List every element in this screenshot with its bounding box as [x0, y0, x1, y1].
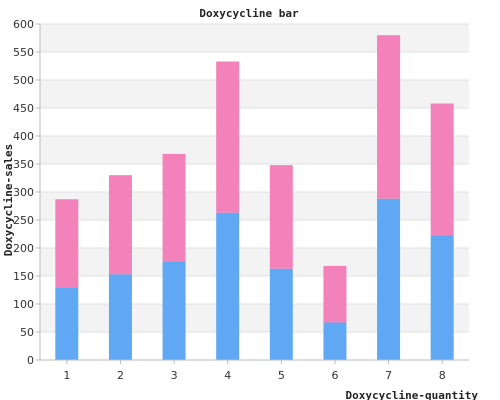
grid-band [40, 276, 469, 304]
grid-band [40, 332, 469, 360]
bars [55, 35, 454, 360]
x-tick-label: 4 [224, 369, 231, 382]
bar-series-2-cat-2 [108, 175, 132, 275]
bar-series-1-cat-8 [430, 235, 454, 360]
y-tick-label: 100 [13, 298, 34, 311]
grid-band [40, 220, 469, 248]
y-tick-label: 250 [13, 214, 34, 227]
y-tick-label: 550 [13, 46, 34, 59]
grid-band [40, 192, 469, 220]
chart-title: Doxycycline bar [199, 7, 299, 20]
grid-band [40, 52, 469, 80]
x-axis-ticks: 1 2 3 4 5 6 7 8 [63, 360, 446, 382]
x-axis-label: Doxycycline-quantity [346, 389, 479, 400]
bar-series-1-cat-2 [108, 274, 132, 360]
x-tick-label: 5 [278, 369, 285, 382]
grid-band [40, 164, 469, 192]
y-axis-label: Doxycycline-sales [2, 144, 15, 257]
bar-series-1-cat-4 [216, 212, 240, 360]
bar-series-2-cat-6 [323, 265, 347, 323]
grid-band [40, 80, 469, 108]
y-tick-label: 300 [13, 186, 34, 199]
y-tick-label: 50 [20, 326, 34, 339]
bar-series-1-cat-7 [377, 198, 401, 360]
y-tick-label: 0 [27, 354, 34, 367]
y-tick-label: 600 [13, 18, 34, 31]
y-tick-label: 400 [13, 130, 34, 143]
y-tick-label: 350 [13, 158, 34, 171]
bar-series-1-cat-1 [55, 287, 79, 360]
bar-series-2-cat-3 [162, 153, 186, 262]
bar-series-2-cat-7 [377, 35, 401, 199]
bar-series-1-cat-3 [162, 262, 186, 360]
grid-band [40, 108, 469, 136]
bar-series-2-cat-8 [430, 103, 454, 236]
bar-series-2-cat-4 [216, 61, 240, 213]
bar-series-2-cat-1 [55, 199, 79, 288]
x-tick-label: 2 [117, 369, 124, 382]
y-tick-label: 500 [13, 74, 34, 87]
bar-series-1-cat-5 [269, 268, 293, 360]
x-tick-label: 7 [385, 369, 392, 382]
grid-band [40, 24, 469, 52]
x-tick-label: 8 [439, 369, 446, 382]
grid-band [40, 248, 469, 276]
y-tick-label: 150 [13, 270, 34, 283]
x-tick-label: 1 [63, 369, 70, 382]
grid-band [40, 304, 469, 332]
y-tick-label: 200 [13, 242, 34, 255]
y-axis-ticks: 0 50 100 150 200 250 300 350 400 450 500 550 600 [13, 18, 40, 367]
bar-series-2-cat-5 [269, 165, 293, 269]
y-tick-label: 450 [13, 102, 34, 115]
grid-band [40, 136, 469, 164]
bar-series-1-cat-6 [323, 322, 347, 360]
x-tick-label: 3 [171, 369, 178, 382]
x-tick-label: 6 [331, 369, 338, 382]
